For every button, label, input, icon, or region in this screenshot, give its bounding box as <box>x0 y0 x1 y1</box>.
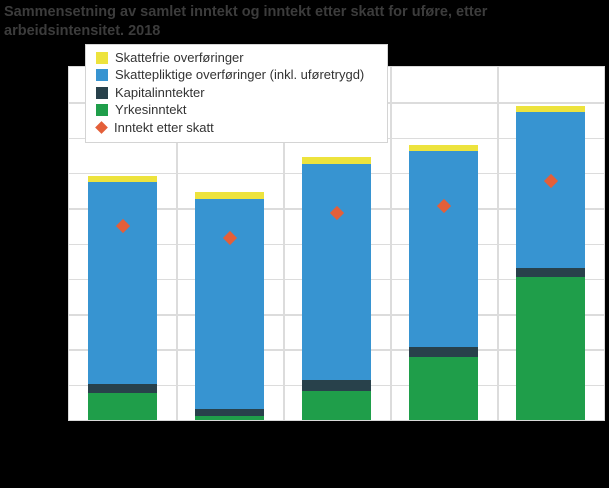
yrkesinntekt-swatch-icon <box>96 104 108 117</box>
legend: Skattefrie overføringer Skattepliktige ov… <box>85 44 388 143</box>
bar-segment-yrkesinntekt[interactable] <box>516 277 585 420</box>
bar-segment-kapitalinntekter[interactable] <box>302 380 371 391</box>
legend-item-skattepliktige-overforinger[interactable]: Skattepliktige overføringer (inkl. uføre… <box>96 67 379 85</box>
bar-segment-yrkesinntekt[interactable] <box>195 416 264 420</box>
skattepliktige-overforinger-swatch-icon <box>96 69 108 82</box>
bar-segment-yrkesinntekt[interactable] <box>302 390 371 420</box>
bar-segment-yrkesinntekt[interactable] <box>88 392 157 420</box>
bar-segment-skattefrie-overforinger[interactable] <box>409 145 478 152</box>
v-gridline <box>283 67 285 420</box>
bar-segment-skattepliktige-overforinger[interactable] <box>516 111 585 268</box>
bar-segment-skattefrie-overforinger[interactable] <box>88 176 157 183</box>
legend-label: Yrkesinntekt <box>115 102 187 118</box>
bar-segment-skattepliktige-overforinger[interactable] <box>409 151 478 348</box>
bar-segment-yrkesinntekt[interactable] <box>409 357 478 420</box>
bar-column-4 <box>390 67 497 420</box>
legend-label: Kapitalinntekter <box>115 84 205 100</box>
bar-column-3 <box>283 67 390 420</box>
bar-column-1 <box>69 67 176 420</box>
bar-segment-skattefrie-overforinger[interactable] <box>195 191 264 200</box>
bar-segment-skattepliktige-overforinger[interactable] <box>88 182 157 384</box>
legend-item-yrkesinntekt[interactable]: Yrkesinntekt <box>96 102 379 120</box>
skattefrie-overforinger-swatch-icon <box>96 51 108 64</box>
legend-item-kapitalinntekter[interactable]: Kapitalinntekter <box>96 84 379 102</box>
v-gridline <box>176 67 178 420</box>
legend-label: Skattepliktige overføringer (inkl. uføre… <box>115 67 365 83</box>
bar-segment-kapitalinntekter[interactable] <box>516 267 585 278</box>
legend-item-skattefrie-overforinger[interactable]: Skattefrie overføringer <box>96 49 379 67</box>
inntekt-etter-skatt-diamond-icon <box>95 121 108 135</box>
bar-segment-skattefrie-overforinger[interactable] <box>302 157 371 164</box>
v-gridline <box>390 67 392 420</box>
bar-column-5 <box>497 67 604 420</box>
kapitalinntekter-swatch-icon <box>96 86 108 99</box>
bar-segment-skattefrie-overforinger[interactable] <box>516 105 585 112</box>
bar-segment-kapitalinntekter[interactable] <box>88 383 157 393</box>
bar-column-2 <box>176 67 283 420</box>
v-gridline <box>497 67 499 420</box>
legend-label: Inntekt etter skatt <box>114 119 214 135</box>
legend-label: Skattefrie overføringer <box>115 49 244 65</box>
chart-title: Sammensetning av samlet inntekt og innte… <box>4 4 488 39</box>
bar-segment-kapitalinntekter[interactable] <box>409 347 478 358</box>
bar-segment-kapitalinntekter[interactable] <box>195 409 264 417</box>
legend-item-inntekt-etter-skatt[interactable]: Inntekt etter skatt <box>95 119 379 137</box>
bar-segment-skattepliktige-overforinger[interactable] <box>302 163 371 381</box>
